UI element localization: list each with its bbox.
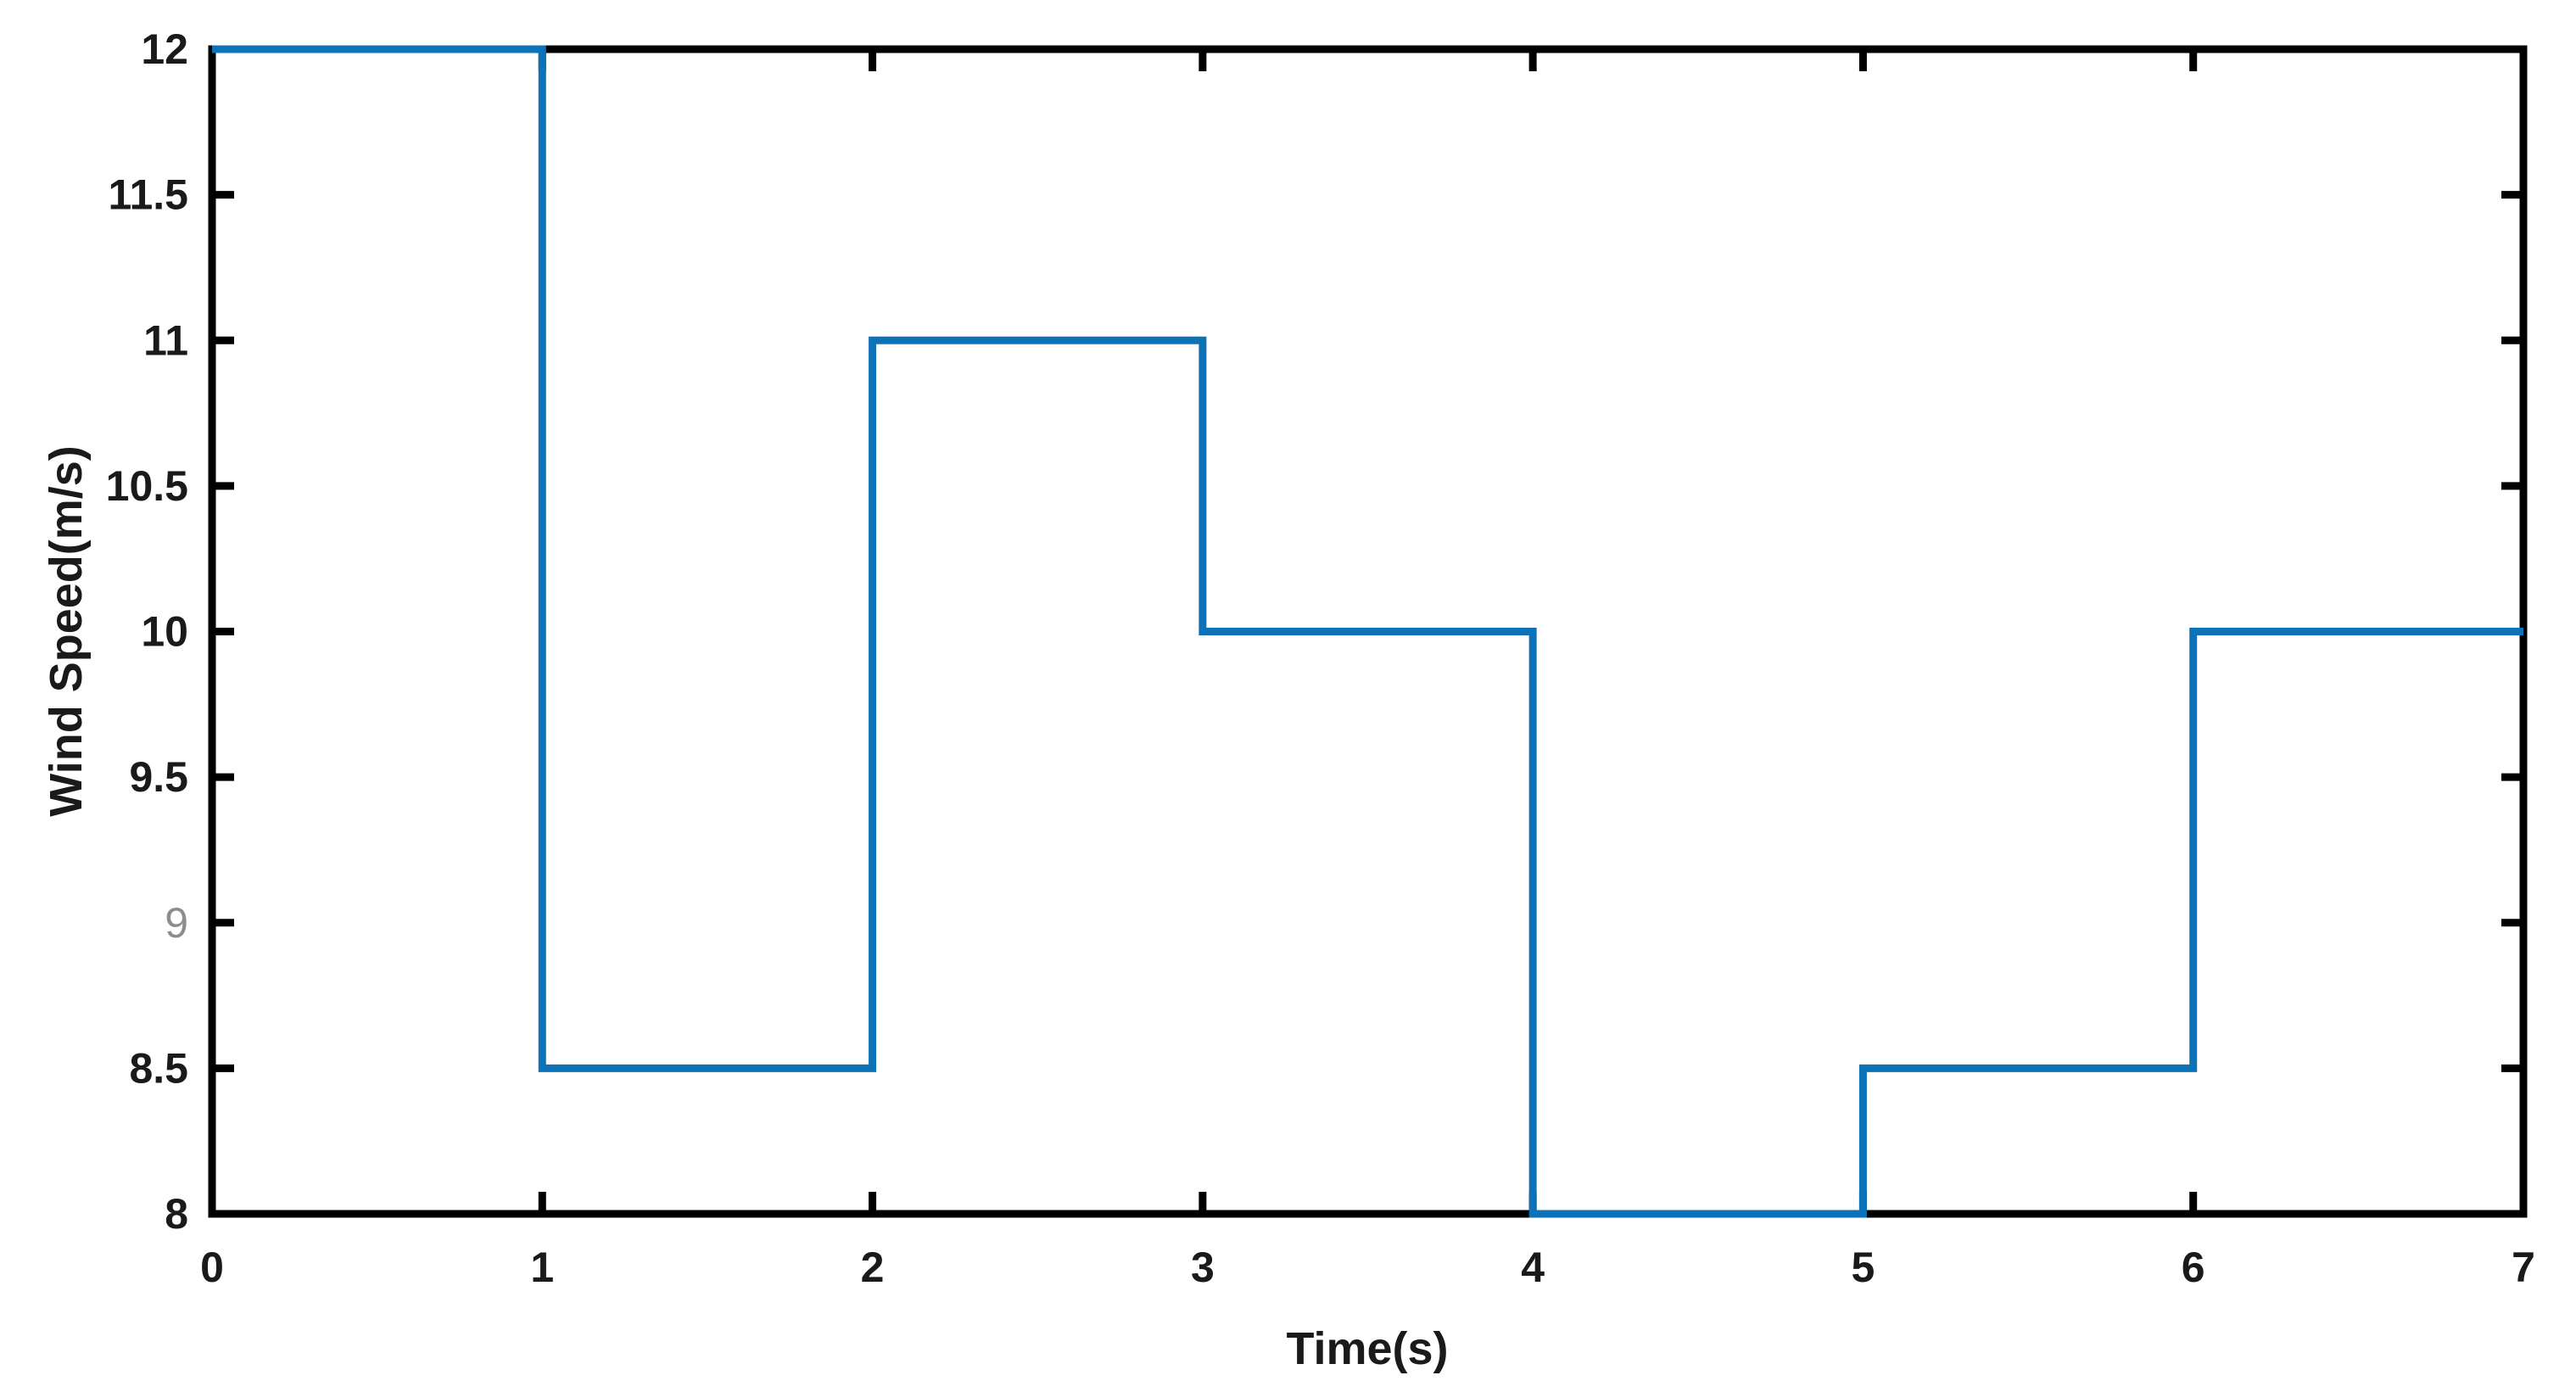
series-layer: [212, 45, 2523, 1218]
y-tick-label: 9: [165, 899, 188, 947]
x-axis-label: Time(s): [1286, 1323, 1448, 1374]
y-axis-label: Wind Speed(m/s): [41, 445, 92, 817]
wind-speed-step-line: [212, 45, 2523, 1218]
x-tick-label: 0: [200, 1244, 224, 1291]
x-tick-label: 4: [1521, 1244, 1545, 1291]
y-tick-label: 8: [165, 1190, 188, 1238]
x-tick-label: 3: [1191, 1244, 1215, 1291]
y-tick-label: 11: [143, 316, 188, 364]
x-tick-label: 5: [1852, 1244, 1875, 1291]
x-tick-label: 7: [2512, 1244, 2535, 1291]
y-tick-label: 12: [141, 25, 188, 73]
y-tick-label: 8.5: [129, 1044, 188, 1092]
x-tick-label: 1: [530, 1244, 554, 1291]
y-tick-label: 10.5: [106, 462, 188, 510]
y-tick-label: 10: [141, 608, 188, 656]
x-tick-label: 2: [861, 1244, 885, 1291]
x-tick-label: 6: [2182, 1244, 2205, 1291]
y-tick-label: 9.5: [129, 753, 188, 801]
y-tick-label: 11.5: [108, 171, 188, 219]
